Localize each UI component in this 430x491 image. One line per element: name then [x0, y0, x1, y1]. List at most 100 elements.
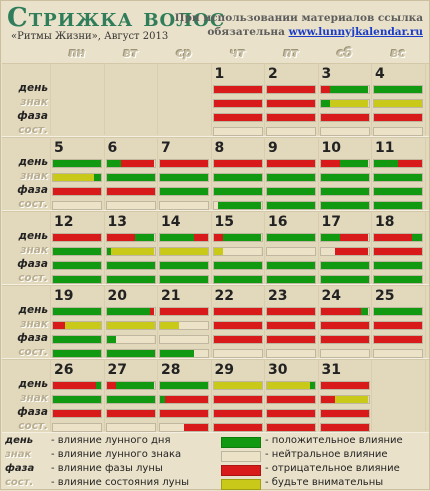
- influence-bar-state[interactable]: [105, 349, 156, 358]
- influence-bar-day[interactable]: [105, 381, 156, 390]
- influence-bar-phase[interactable]: [319, 113, 370, 122]
- influence-bar-day[interactable]: [105, 307, 156, 316]
- influence-bar-day[interactable]: [212, 381, 263, 390]
- influence-bar-phase[interactable]: [266, 113, 316, 122]
- influence-bar-phase[interactable]: [373, 187, 423, 196]
- influence-bar-phase[interactable]: [373, 113, 423, 122]
- influence-bar-state[interactable]: [212, 201, 263, 210]
- influence-bar-state[interactable]: [159, 275, 209, 284]
- influence-bar-phase[interactable]: [159, 187, 209, 196]
- influence-bar-phase[interactable]: [52, 335, 102, 344]
- influence-bar-day[interactable]: [212, 85, 263, 94]
- influence-bar-day[interactable]: [52, 381, 102, 390]
- influence-bar-day[interactable]: [266, 85, 316, 94]
- influence-bar-day[interactable]: [266, 233, 316, 242]
- influence-bar-phase[interactable]: [266, 261, 316, 270]
- influence-bar-phase[interactable]: [266, 335, 316, 344]
- influence-bar-sign[interactable]: [105, 173, 156, 182]
- influence-bar-day[interactable]: [373, 233, 423, 242]
- influence-bar-sign[interactable]: [52, 395, 102, 404]
- influence-bar-day[interactable]: [266, 381, 316, 390]
- influence-bar-sign[interactable]: [373, 321, 423, 330]
- influence-bar-sign[interactable]: [105, 321, 156, 330]
- influence-bar-state[interactable]: [52, 423, 102, 432]
- influence-bar-phase[interactable]: [52, 187, 102, 196]
- influence-bar-sign[interactable]: [373, 99, 423, 108]
- influence-bar-state[interactable]: [52, 275, 102, 284]
- influence-bar-sign[interactable]: [373, 247, 423, 256]
- influence-bar-day[interactable]: [52, 159, 102, 168]
- influence-bar-state[interactable]: [212, 275, 263, 284]
- influence-bar-state[interactable]: [159, 201, 209, 210]
- influence-bar-state[interactable]: [105, 423, 156, 432]
- influence-bar-sign[interactable]: [159, 173, 209, 182]
- influence-bar-sign[interactable]: [266, 321, 316, 330]
- influence-bar-day[interactable]: [373, 85, 423, 94]
- influence-bar-state[interactable]: [373, 275, 423, 284]
- influence-bar-sign[interactable]: [105, 395, 156, 404]
- influence-bar-day[interactable]: [212, 233, 263, 242]
- influence-bar-day[interactable]: [319, 233, 370, 242]
- influence-bar-phase[interactable]: [373, 261, 423, 270]
- influence-bar-state[interactable]: [266, 127, 316, 136]
- influence-bar-day[interactable]: [319, 159, 370, 168]
- influence-bar-day[interactable]: [266, 307, 316, 316]
- influence-bar-phase[interactable]: [52, 261, 102, 270]
- influence-bar-state[interactable]: [319, 275, 370, 284]
- site-link[interactable]: www.lunnyjkalendar.ru: [288, 26, 423, 38]
- influence-bar-sign[interactable]: [52, 173, 102, 182]
- influence-bar-sign[interactable]: [212, 321, 263, 330]
- influence-bar-sign[interactable]: [319, 173, 370, 182]
- influence-bar-state[interactable]: [266, 201, 316, 210]
- influence-bar-phase[interactable]: [373, 335, 423, 344]
- influence-bar-sign[interactable]: [266, 395, 316, 404]
- influence-bar-state[interactable]: [159, 349, 209, 358]
- influence-bar-sign[interactable]: [266, 99, 316, 108]
- influence-bar-sign[interactable]: [52, 247, 102, 256]
- influence-bar-day[interactable]: [266, 159, 316, 168]
- influence-bar-state[interactable]: [52, 349, 102, 358]
- influence-bar-sign[interactable]: [319, 99, 370, 108]
- influence-bar-state[interactable]: [212, 423, 263, 432]
- influence-bar-sign[interactable]: [52, 321, 102, 330]
- influence-bar-sign[interactable]: [212, 173, 263, 182]
- influence-bar-sign[interactable]: [212, 99, 263, 108]
- influence-bar-sign[interactable]: [319, 321, 370, 330]
- influence-bar-state[interactable]: [373, 349, 423, 358]
- influence-bar-state[interactable]: [319, 349, 370, 358]
- influence-bar-phase[interactable]: [212, 261, 263, 270]
- influence-bar-day[interactable]: [52, 307, 102, 316]
- influence-bar-state[interactable]: [266, 423, 316, 432]
- influence-bar-state[interactable]: [266, 349, 316, 358]
- influence-bar-day[interactable]: [319, 307, 370, 316]
- influence-bar-day[interactable]: [159, 307, 209, 316]
- influence-bar-phase[interactable]: [212, 409, 263, 418]
- influence-bar-state[interactable]: [266, 275, 316, 284]
- influence-bar-phase[interactable]: [159, 261, 209, 270]
- influence-bar-day[interactable]: [159, 381, 209, 390]
- influence-bar-phase[interactable]: [212, 187, 263, 196]
- influence-bar-phase[interactable]: [319, 409, 370, 418]
- influence-bar-state[interactable]: [159, 423, 209, 432]
- influence-bar-phase[interactable]: [159, 335, 209, 344]
- influence-bar-day[interactable]: [105, 159, 156, 168]
- influence-bar-phase[interactable]: [105, 261, 156, 270]
- influence-bar-phase[interactable]: [266, 409, 316, 418]
- influence-bar-sign[interactable]: [159, 321, 209, 330]
- influence-bar-day[interactable]: [373, 159, 423, 168]
- influence-bar-day[interactable]: [212, 307, 263, 316]
- influence-bar-state[interactable]: [212, 127, 263, 136]
- influence-bar-phase[interactable]: [105, 335, 156, 344]
- influence-bar-sign[interactable]: [373, 173, 423, 182]
- influence-bar-day[interactable]: [105, 233, 156, 242]
- influence-bar-state[interactable]: [105, 201, 156, 210]
- influence-bar-sign[interactable]: [159, 247, 209, 256]
- influence-bar-state[interactable]: [373, 201, 423, 210]
- influence-bar-day[interactable]: [319, 85, 370, 94]
- influence-bar-phase[interactable]: [212, 335, 263, 344]
- influence-bar-sign[interactable]: [159, 395, 209, 404]
- influence-bar-phase[interactable]: [319, 187, 370, 196]
- influence-bar-sign[interactable]: [266, 173, 316, 182]
- influence-bar-state[interactable]: [105, 275, 156, 284]
- influence-bar-day[interactable]: [159, 233, 209, 242]
